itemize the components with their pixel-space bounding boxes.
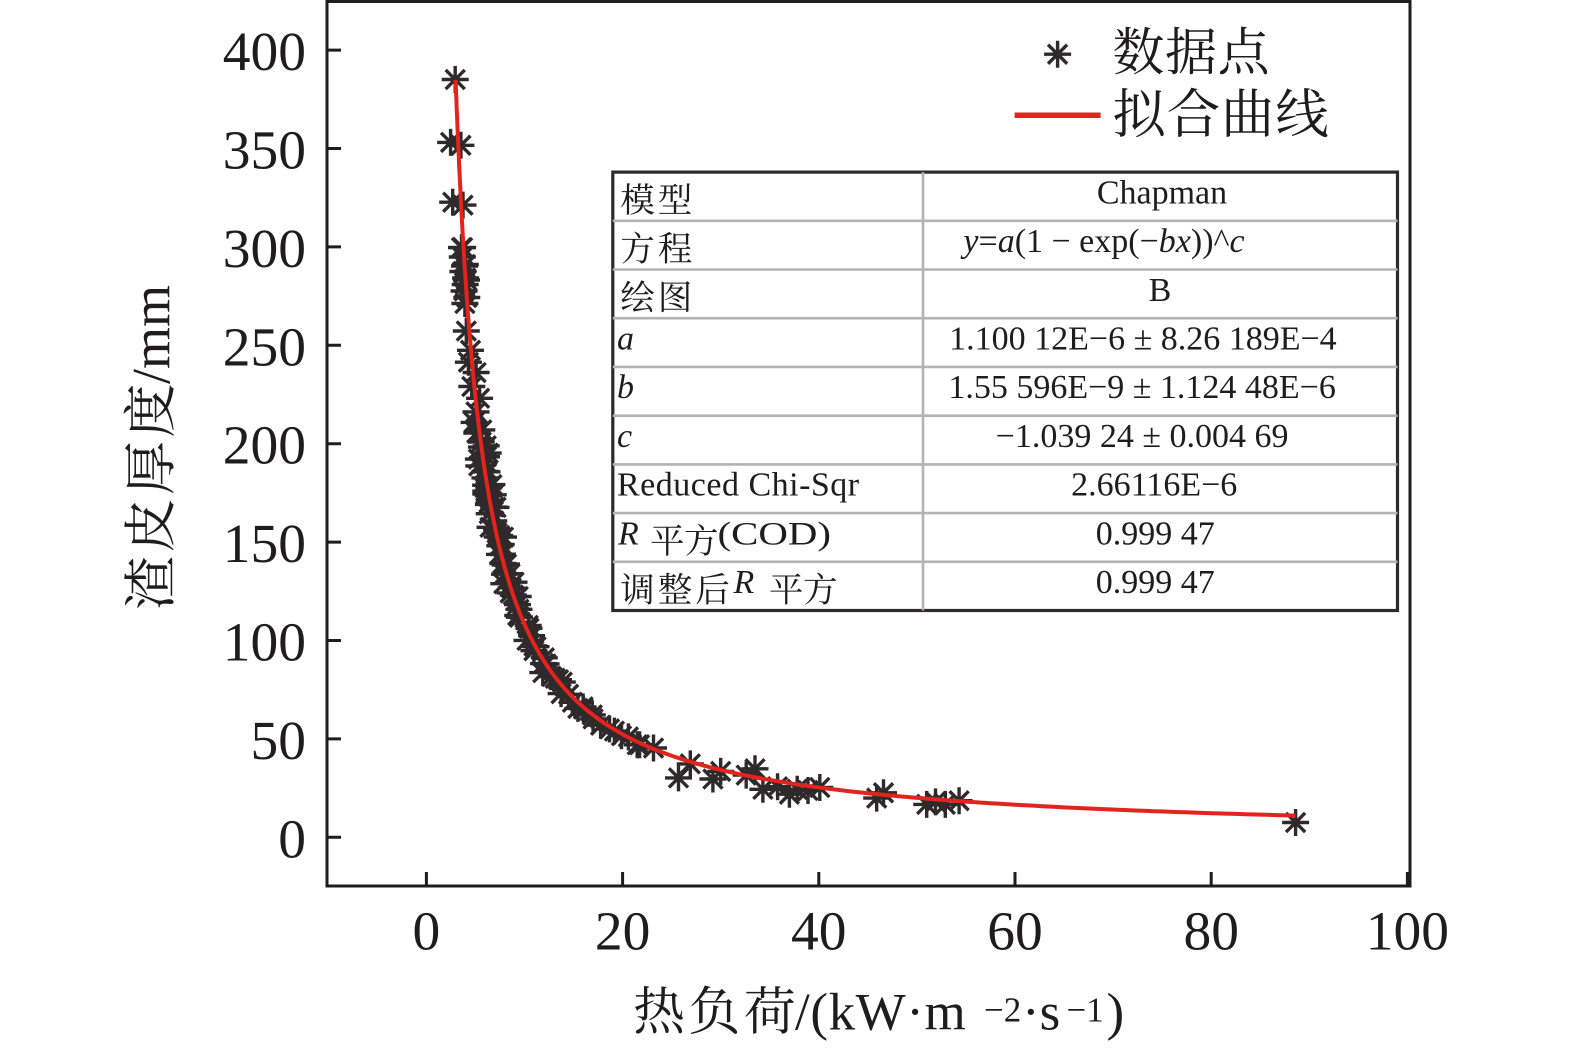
svg-text:60: 60: [987, 902, 1043, 963]
svg-text:c: c: [617, 418, 632, 455]
svg-text:100: 100: [1366, 902, 1449, 963]
svg-text:350: 350: [223, 121, 306, 182]
svg-text:/mm: /mm: [122, 285, 182, 384]
svg-text:0: 0: [413, 902, 441, 963]
svg-text:40: 40: [791, 902, 847, 963]
svg-text:1.100 12E−6 ± 8.26 189E−4: 1.100 12E−6 ± 8.26 189E−4: [949, 321, 1337, 358]
svg-text:0.999 47: 0.999 47: [1096, 515, 1215, 552]
svg-text:0: 0: [278, 809, 306, 870]
svg-text:−1: −1: [1067, 991, 1104, 1030]
svg-text:80: 80: [1183, 902, 1239, 963]
svg-text:1.55 596E−9 ± 1.124 48E−6: 1.55 596E−9 ± 1.124 48E−6: [948, 369, 1336, 406]
svg-text:2.66116E−6: 2.66116E−6: [1071, 467, 1237, 504]
svg-text:/(kW·m: /(kW·m: [795, 984, 966, 1042]
svg-text:y=a(1 − exp(−bx))^c: y=a(1 − exp(−bx))^c: [960, 223, 1244, 260]
svg-text:250: 250: [223, 317, 306, 378]
svg-text:−2: −2: [984, 991, 1021, 1030]
svg-text:100: 100: [223, 613, 306, 674]
svg-text:·s: ·s: [1022, 984, 1060, 1042]
svg-text:a: a: [617, 321, 634, 358]
svg-text:Chapman: Chapman: [1097, 174, 1227, 211]
svg-text:R: R: [617, 515, 639, 552]
svg-text:300: 300: [223, 219, 306, 280]
svg-text:20: 20: [595, 902, 651, 963]
svg-text:B: B: [1149, 272, 1172, 309]
svg-text:Reduced Chi-Sqr: Reduced Chi-Sqr: [617, 467, 860, 504]
svg-text:150: 150: [223, 514, 306, 575]
svg-text:b: b: [617, 369, 634, 406]
svg-text:−1.039 24 ± 0.004 69: −1.039 24 ± 0.004 69: [996, 418, 1289, 455]
svg-text:0.999 47: 0.999 47: [1096, 564, 1215, 601]
svg-text:(COD): (COD): [718, 516, 832, 552]
svg-text:50: 50: [251, 711, 307, 772]
svg-text:200: 200: [223, 416, 306, 477]
svg-text:R: R: [733, 564, 755, 601]
svg-text:400: 400: [223, 22, 306, 83]
svg-text:): ): [1107, 984, 1125, 1042]
